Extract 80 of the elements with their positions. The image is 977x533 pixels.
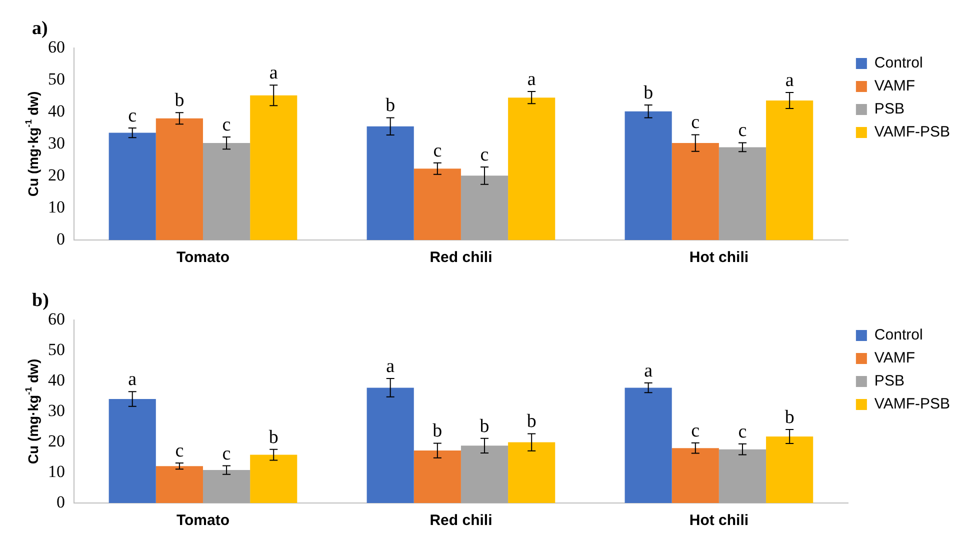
- bar: [202, 470, 250, 503]
- x-tick-label: Red chili: [430, 249, 492, 266]
- bar: [366, 388, 414, 503]
- data-label: b: [432, 420, 442, 442]
- legend-label: Control: [874, 326, 923, 344]
- y-tick-label: 20: [48, 165, 65, 184]
- bar: [624, 388, 672, 503]
- data-label: c: [175, 440, 184, 462]
- data-label: c: [738, 421, 747, 442]
- data-label: b: [526, 411, 536, 432]
- bar: [508, 98, 556, 240]
- y-tick-label: 10: [48, 197, 65, 216]
- bar: [766, 436, 814, 503]
- bar: [718, 449, 766, 503]
- data-label: b: [386, 95, 396, 116]
- data-label: c: [222, 443, 231, 464]
- y-tick-label: 0: [56, 492, 65, 512]
- bar: [766, 100, 814, 240]
- bar: [414, 450, 461, 503]
- bar: [460, 446, 508, 503]
- data-label: b: [644, 82, 654, 104]
- bar: [156, 118, 203, 240]
- bar: [624, 111, 672, 240]
- bar: [672, 448, 719, 503]
- x-tick-label: Red chili: [430, 512, 492, 530]
- x-tick-label: Tomato: [176, 249, 230, 266]
- data-label: a: [644, 360, 654, 382]
- legend-label: VAMF-PSB: [874, 124, 950, 141]
- bar: [366, 126, 414, 240]
- bar: [250, 95, 298, 240]
- bar: [250, 454, 298, 503]
- y-tick-label: 60: [48, 37, 65, 56]
- data-label: c: [480, 144, 489, 166]
- legend-label: VAMF: [874, 78, 915, 95]
- legend-label: VAMF-PSB: [874, 396, 950, 413]
- y-axis-title: Cu (mg·kg-1 dw): [23, 91, 41, 197]
- x-tick-label: Hot chili: [689, 512, 749, 530]
- x-tick-label: Hot chili: [689, 249, 749, 266]
- chart-title: a): [32, 18, 48, 40]
- bar: [108, 398, 156, 503]
- y-tick-label: 0: [56, 229, 65, 248]
- bar: [108, 132, 156, 240]
- data-label: a: [785, 70, 794, 91]
- data-label: a: [527, 69, 536, 90]
- y-tick-label: 40: [48, 101, 65, 120]
- bar: [672, 143, 719, 240]
- data-label: b: [174, 90, 184, 112]
- y-tick-label: 30: [48, 400, 65, 420]
- legend-label: PSB: [874, 100, 904, 118]
- bar: [156, 466, 203, 503]
- y-tick-label: 20: [48, 431, 65, 450]
- legend-label: VAMF: [874, 350, 915, 367]
- bar: [460, 176, 508, 240]
- bar: [414, 168, 461, 240]
- y-tick-label: 50: [48, 340, 65, 359]
- y-tick-label: 50: [48, 69, 65, 88]
- bar: [202, 143, 250, 240]
- data-label: a: [128, 369, 138, 390]
- data-label: c: [691, 420, 700, 442]
- data-label: c: [691, 112, 700, 134]
- legend-label: Control: [874, 54, 923, 72]
- data-label: b: [268, 426, 278, 448]
- legend-label: PSB: [874, 372, 904, 390]
- data-label: c: [433, 140, 442, 162]
- data-label: c: [222, 114, 231, 136]
- bar: [718, 147, 766, 240]
- y-tick-label: 40: [48, 370, 65, 390]
- y-tick-label: 10: [48, 462, 65, 481]
- data-label: a: [386, 356, 396, 378]
- y-tick-label: 30: [48, 133, 65, 152]
- data-label: b: [480, 416, 490, 437]
- data-label: c: [128, 105, 137, 126]
- bar: [508, 442, 556, 503]
- data-label: a: [269, 62, 278, 84]
- y-tick-label: 60: [48, 309, 65, 328]
- data-label: b: [784, 406, 794, 428]
- y-axis-title: Cu (mg·kg-1 dw): [23, 358, 41, 464]
- chart-title: b): [32, 290, 49, 312]
- x-tick-label: Tomato: [176, 512, 230, 530]
- data-label: c: [738, 120, 747, 142]
